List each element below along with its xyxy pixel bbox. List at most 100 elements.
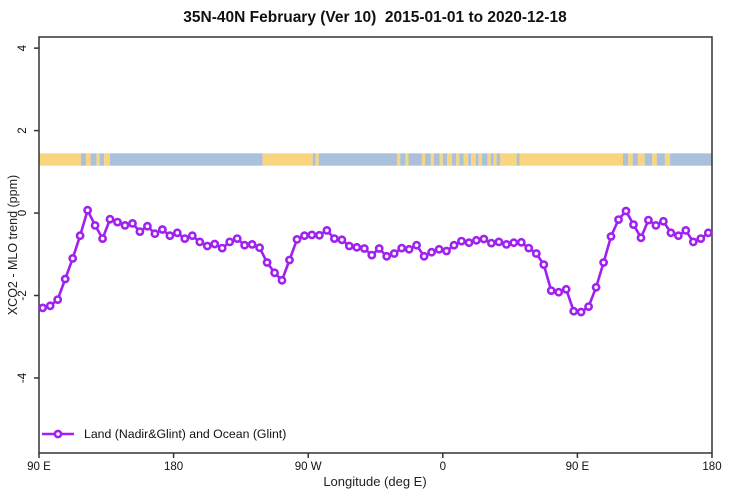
- data-point: [651, 220, 661, 230]
- data-point: [382, 251, 392, 261]
- data-point: [255, 243, 264, 253]
- surface-band-segment-land: [96, 153, 100, 166]
- data-point: [128, 218, 137, 228]
- surface-band-segment-land: [463, 153, 469, 166]
- data-point: [120, 220, 130, 230]
- surface-band-segment-ocean: [408, 153, 422, 166]
- data-point: [172, 228, 182, 238]
- y-tick-label: 0: [17, 210, 29, 216]
- y-tick-label: -4: [17, 372, 29, 383]
- surface-band-segment-ocean: [312, 153, 316, 166]
- data-point: [165, 231, 175, 241]
- data-point: [329, 234, 339, 243]
- surface-band-segment-land: [39, 153, 81, 166]
- surface-band-segment-ocean: [90, 153, 97, 166]
- surface-band-segment-ocean: [459, 153, 464, 166]
- data-point: [516, 237, 526, 247]
- data-point: [457, 236, 466, 246]
- surface-band-segment-ocean: [623, 153, 629, 166]
- y-tick-label: 2: [17, 127, 29, 133]
- y-tick-label: -2: [17, 290, 29, 300]
- data-point: [471, 235, 481, 245]
- data-point: [606, 232, 616, 241]
- plot-frame: [38, 36, 713, 454]
- surface-band-segment-ocean: [656, 153, 665, 166]
- x-tick-label: 180: [164, 461, 183, 473]
- data-point: [703, 228, 713, 238]
- data-point: [501, 239, 511, 249]
- data-point: [45, 301, 55, 311]
- data-point: [696, 234, 706, 243]
- surface-band-segment-ocean: [318, 153, 398, 166]
- surface-band-segment-land: [421, 153, 425, 166]
- surface-band-segment-ocean: [644, 153, 653, 166]
- y-tick-label: 4: [17, 44, 29, 51]
- data-point: [157, 225, 167, 234]
- surface-band-segment-land: [447, 153, 452, 166]
- data-point: [352, 242, 362, 252]
- surface-band-segment-land: [397, 153, 401, 166]
- data-point: [464, 238, 474, 248]
- data-point: [53, 295, 63, 304]
- data-point: [397, 243, 407, 253]
- data-point: [659, 216, 668, 226]
- data-series-line: [41, 208, 710, 314]
- data-point: [674, 231, 683, 241]
- surface-band-segment-land: [104, 153, 111, 166]
- data-point: [135, 227, 145, 236]
- data-point: [113, 217, 122, 227]
- data-point: [681, 225, 691, 235]
- data-point: [75, 231, 85, 241]
- data-point: [359, 244, 369, 253]
- surface-band-segment-land: [478, 153, 482, 166]
- surface-band-segment-land: [487, 153, 491, 166]
- surface-band-segment-land: [500, 153, 517, 166]
- data-point: [591, 282, 601, 292]
- data-point: [292, 234, 302, 244]
- data-point: [688, 237, 698, 247]
- surface-band-segment-ocean: [80, 153, 87, 166]
- surface-band-segment-ocean: [400, 153, 406, 166]
- data-point: [202, 241, 212, 251]
- data-point: [374, 244, 384, 253]
- surface-band-segment-ocean: [433, 153, 440, 166]
- data-point: [531, 249, 541, 258]
- x-axis-label: Longitude (deg E): [323, 474, 427, 489]
- data-point: [337, 235, 347, 245]
- surface-band-segment-land: [439, 153, 443, 166]
- x-tick-label: 0: [440, 461, 446, 473]
- data-point: [644, 215, 653, 225]
- surface-band-segment-land: [471, 153, 476, 166]
- surface-band-segment-ocean: [442, 153, 448, 166]
- data-point: [285, 255, 294, 265]
- data-point: [584, 302, 593, 311]
- data-point: [427, 247, 436, 257]
- surface-band-segment-land: [652, 153, 657, 166]
- data-point: [232, 234, 242, 243]
- surface-band-segment-ocean: [632, 153, 638, 166]
- data-point: [614, 215, 623, 224]
- data-point: [479, 234, 489, 244]
- legend-label: Land (Nadir&Glint) and Ocean (Glint): [84, 427, 287, 441]
- data-point: [83, 205, 92, 215]
- surface-band-segment-ocean: [516, 153, 520, 166]
- x-tick-label: 180: [702, 461, 721, 473]
- surface-band-segment-land: [493, 153, 497, 166]
- data-point: [524, 243, 534, 253]
- data-point: [247, 239, 257, 249]
- data-point: [442, 246, 451, 256]
- data-point: [225, 237, 235, 247]
- surface-band-segment-land: [405, 153, 409, 166]
- data-point: [494, 237, 504, 247]
- surface-band-segment-ocean: [424, 153, 431, 166]
- data-point: [195, 237, 205, 247]
- x-tick-label: 90 W: [295, 461, 322, 473]
- data-point: [509, 238, 519, 248]
- surface-band-segment-ocean: [481, 153, 488, 166]
- data-point: [262, 258, 272, 267]
- y-axis-label: XCO2 - MLO trend (ppm): [6, 174, 20, 316]
- data-point: [98, 234, 107, 243]
- surface-band-segment-land: [519, 153, 623, 166]
- data-point: [621, 206, 631, 216]
